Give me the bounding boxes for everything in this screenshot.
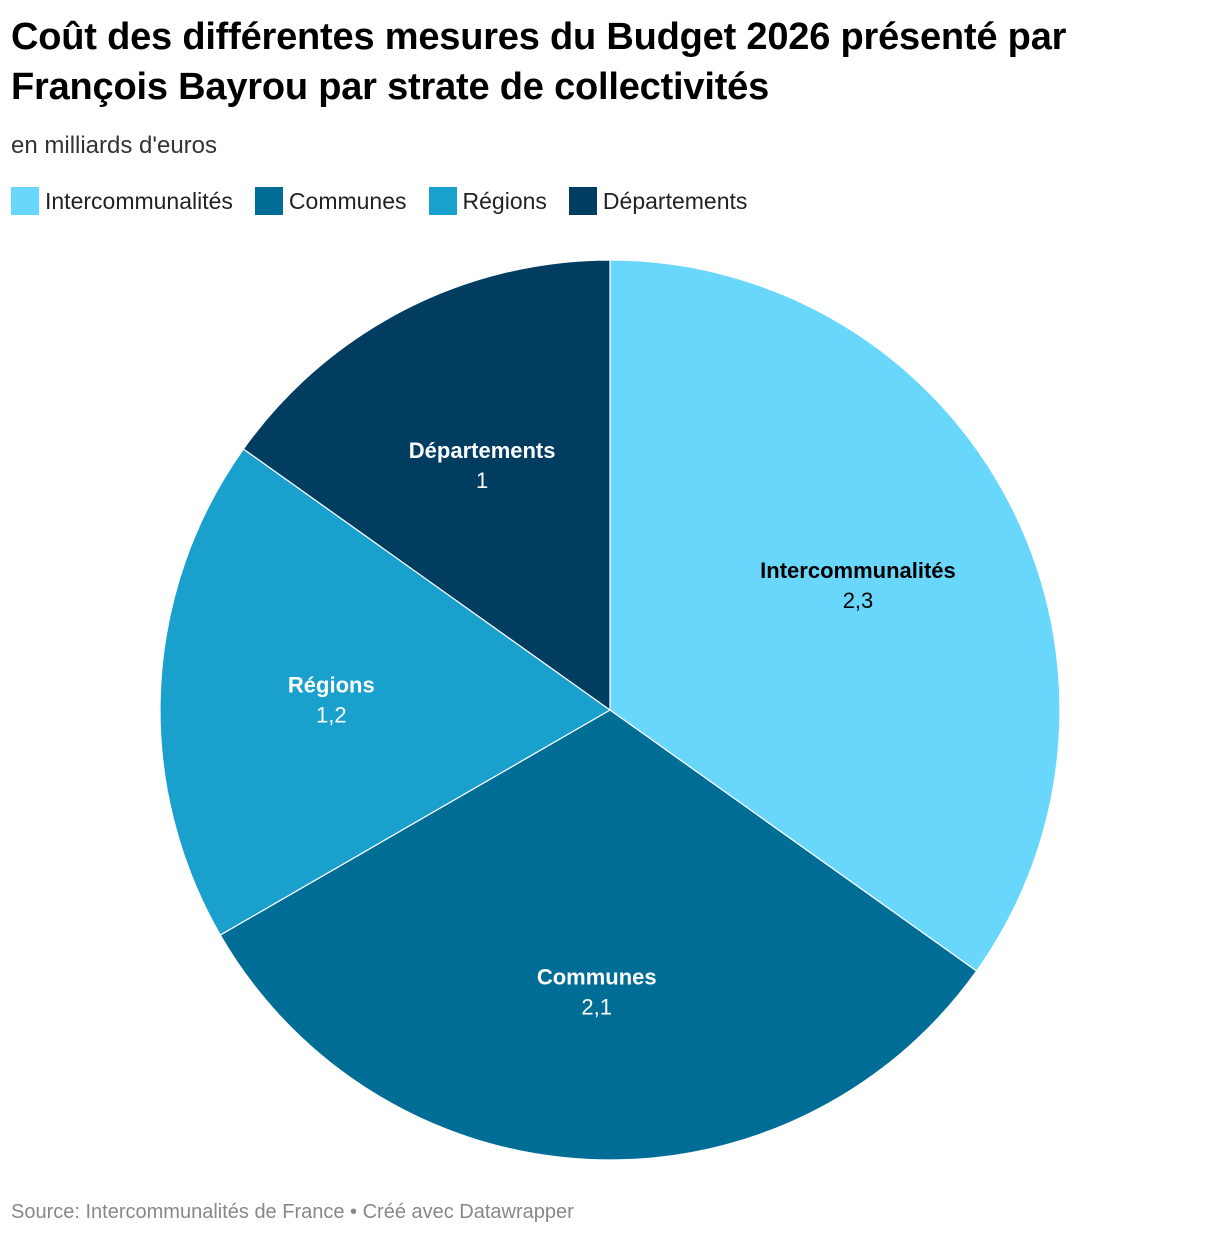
legend: Intercommunalités Communes Régions Dépar… bbox=[11, 186, 769, 216]
legend-item-departements: Départements bbox=[568, 186, 748, 216]
slice-label-intercommunalites: Intercommunalités bbox=[760, 558, 956, 583]
slice-value-communes: 2,1 bbox=[581, 995, 612, 1020]
slice-value-intercommunalites: 2,3 bbox=[843, 588, 874, 613]
pie-slice-intercommunalites bbox=[609, 259, 1061, 972]
legend-swatch bbox=[568, 187, 597, 215]
pie-slice-departements bbox=[242, 259, 611, 712]
legend-swatch bbox=[254, 187, 283, 215]
legend-label: Intercommunalités bbox=[45, 188, 233, 214]
chart-subtitle: en milliards d'euros bbox=[11, 132, 218, 159]
source-note: Source: Intercommunalités de France • Cr… bbox=[11, 1201, 574, 1223]
legend-swatch bbox=[11, 187, 39, 215]
legend-label: Régions bbox=[462, 188, 547, 214]
slice-label-regions: Régions bbox=[288, 673, 375, 698]
legend-item-intercommunalites: Intercommunalités bbox=[11, 186, 233, 216]
pie-chart: Intercommunalités 2,3 Communes 2,1 Régions 1,… bbox=[159, 259, 1061, 1161]
legend-swatch bbox=[428, 187, 457, 215]
slice-value-departements: 1 bbox=[476, 468, 488, 493]
slice-label-departements: Départements bbox=[409, 438, 556, 463]
pie-slice-communes bbox=[219, 709, 978, 1161]
chart-title: Coût des différentes mesures du Budget 2… bbox=[11, 16, 1067, 108]
pie-slice-regions bbox=[159, 448, 612, 936]
legend-item-communes: Communes bbox=[254, 186, 407, 216]
slice-label-communes: Communes bbox=[537, 965, 657, 990]
legend-label: Départements bbox=[602, 188, 748, 214]
slice-value-regions: 1,2 bbox=[316, 703, 347, 728]
legend-label: Communes bbox=[288, 188, 407, 214]
legend-item-regions: Régions bbox=[428, 186, 547, 216]
